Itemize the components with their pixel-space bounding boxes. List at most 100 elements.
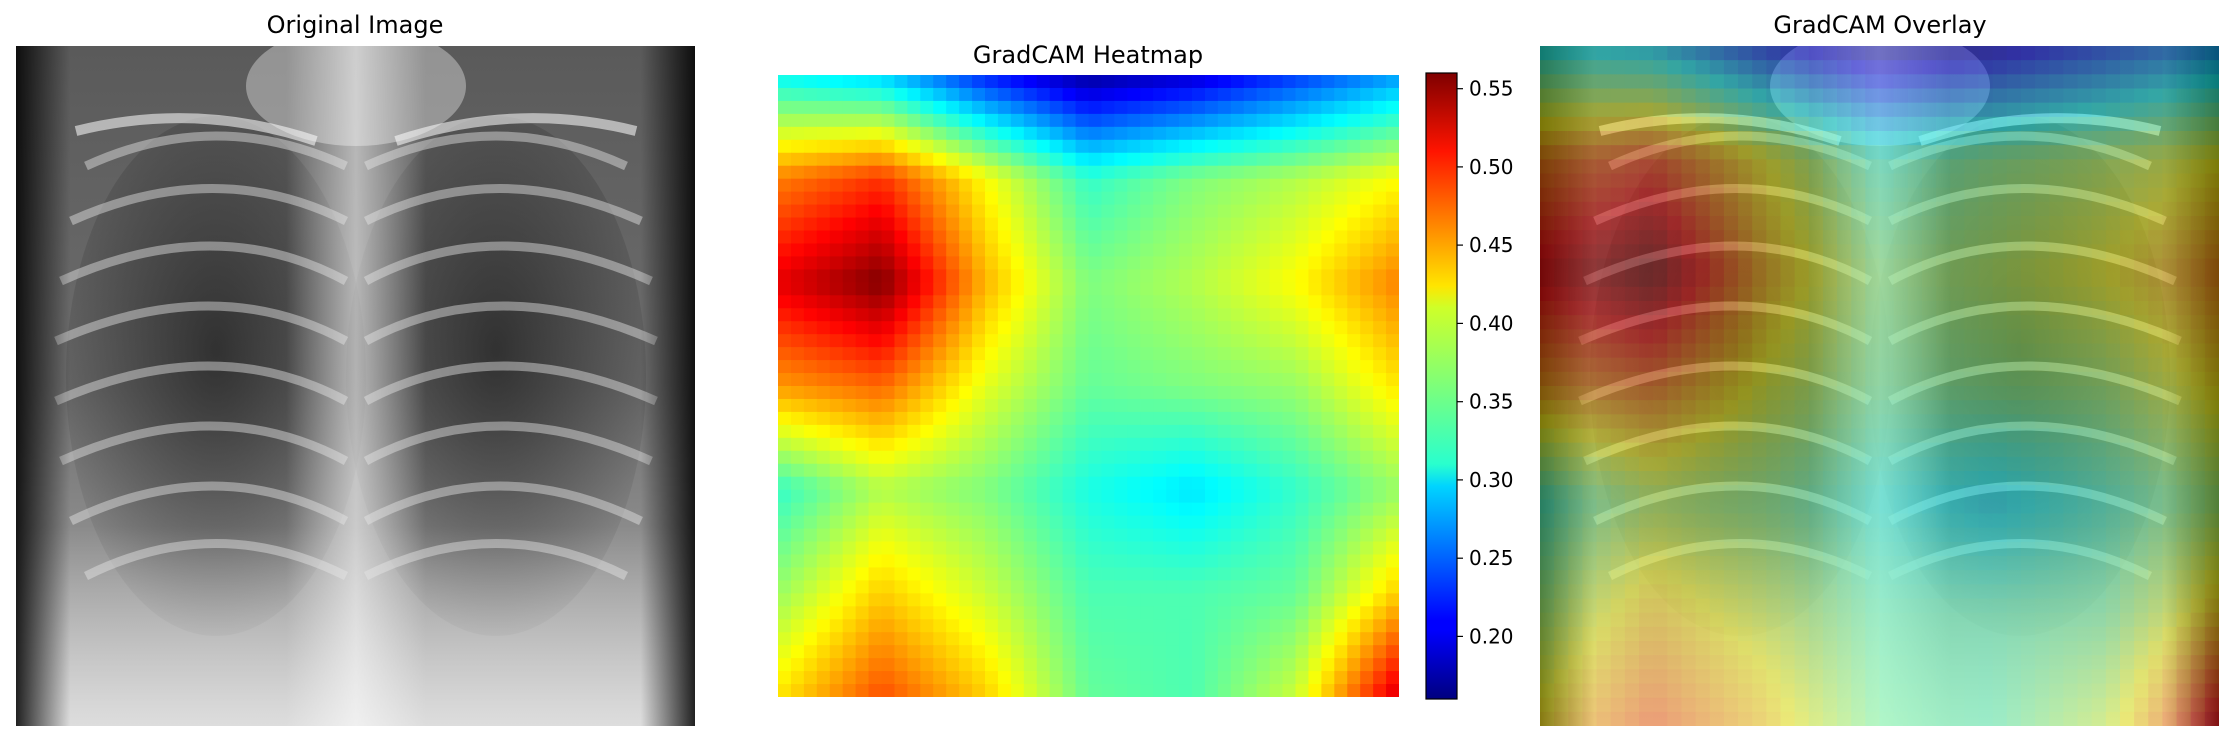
heatmap-cell	[816, 463, 831, 478]
overlay-cell	[2035, 414, 2050, 430]
heatmap-cell	[829, 113, 844, 128]
heatmap-cell	[1179, 178, 1193, 193]
overlay-cell	[1695, 173, 1711, 189]
heatmap-cell	[959, 152, 973, 167]
heatmap-cell	[1166, 502, 1180, 517]
heatmap-cell	[1166, 152, 1180, 167]
overlay-cell	[2134, 527, 2149, 543]
overlay-cell	[1794, 641, 1810, 656]
heatmap-cell	[1153, 437, 1167, 452]
overlay-cell	[1738, 428, 1753, 444]
overlay-cell	[1851, 244, 1866, 260]
heatmap-cell	[829, 541, 844, 556]
heatmap-cell	[1321, 671, 1335, 685]
overlay-heat-layer	[1540, 46, 2219, 726]
heatmap-cell	[1166, 321, 1180, 335]
heatmap-cell	[1295, 347, 1310, 361]
heatmap-cell	[985, 282, 999, 296]
overlay-cell	[1540, 612, 1555, 628]
overlay-cell	[2204, 46, 2219, 61]
heatmap-cell	[1230, 269, 1245, 283]
overlay-cell	[1865, 442, 1881, 458]
heatmap-cell	[790, 398, 805, 413]
overlay-cell	[1837, 386, 1852, 401]
overlay-cell	[1540, 527, 1555, 543]
overlay-cell	[1667, 272, 1683, 288]
heatmap-cell	[1140, 632, 1154, 646]
overlay-cell	[1978, 527, 1994, 543]
overlay-cell	[2049, 102, 2064, 118]
overlay-cell	[1610, 442, 1626, 458]
overlay-cell	[1992, 471, 2008, 486]
overlay-cell	[2077, 669, 2093, 685]
heatmap-cell	[1308, 230, 1322, 245]
overlay-cell	[1893, 357, 1909, 373]
overlay-cell	[2119, 131, 2135, 146]
heatmap-cell	[1269, 204, 1284, 219]
heatmap-cell	[985, 360, 999, 374]
overlay-cell	[1582, 74, 1598, 90]
overlay-cell	[1921, 131, 1937, 146]
overlay-cell	[1879, 400, 1895, 415]
overlay-cell	[1738, 655, 1753, 670]
overlay-cell	[1624, 428, 1640, 444]
overlay-cell	[2077, 145, 2093, 160]
overlay-cell	[2006, 357, 2022, 373]
heatmap-cell	[803, 489, 818, 504]
heatmap-cell	[946, 671, 960, 685]
heatmap-cell	[1243, 282, 1258, 296]
heatmap-cell	[1010, 489, 1025, 504]
overlay-cell	[2049, 541, 2064, 557]
overlay-cell	[1738, 60, 1753, 75]
heatmap-cell	[1088, 75, 1103, 89]
overlay-cell	[1794, 88, 1810, 104]
overlay-cell	[1851, 201, 1866, 217]
heatmap-cell	[1347, 321, 1361, 335]
heatmap-cell	[816, 515, 831, 530]
overlay-cell	[1568, 626, 1584, 642]
heatmap-cell	[1075, 87, 1090, 102]
overlay-cell	[1582, 116, 1598, 132]
overlay-cell	[1822, 626, 1838, 642]
heatmap-cell	[1062, 386, 1077, 400]
overlay-cell	[1596, 386, 1612, 401]
overlay-cell	[2190, 711, 2206, 726]
overlay-cell	[1582, 187, 1598, 203]
heatmap-cell	[1140, 606, 1154, 620]
heatmap-cell	[1230, 243, 1245, 258]
heatmap-cell	[1295, 580, 1310, 594]
heatmap-cell	[1269, 645, 1284, 659]
overlay-cell	[2020, 655, 2036, 670]
overlay-cell	[2176, 711, 2192, 726]
heatmap-cell	[1101, 398, 1115, 413]
overlay-cell	[1921, 371, 1937, 387]
heatmap-cell	[1114, 386, 1128, 400]
heatmap-cell	[778, 567, 792, 581]
heatmap-cell	[1036, 87, 1051, 102]
heatmap-cell	[1373, 463, 1387, 478]
overlay-cell	[1921, 74, 1937, 90]
overlay-cell	[1709, 626, 1725, 642]
heatmap-cell	[1386, 256, 1399, 270]
heatmap-cell	[1295, 152, 1310, 167]
heatmap-cell	[1256, 632, 1271, 646]
overlay-cell	[1723, 145, 1739, 160]
overlay-cell	[1766, 244, 1782, 260]
heatmap-cell	[1166, 398, 1180, 413]
heatmap-cell	[920, 437, 934, 452]
heatmap-cell	[1140, 658, 1154, 672]
overlay-cell	[1695, 683, 1711, 699]
overlay-cell	[2077, 216, 2093, 231]
overlay-cell	[1879, 442, 1895, 458]
heatmap-cell	[1308, 671, 1322, 685]
overlay-cell	[1879, 315, 1895, 330]
overlay-cell	[1851, 626, 1866, 642]
overlay-cell	[1766, 683, 1782, 699]
overlay-cell	[1554, 541, 1569, 557]
overlay-cell	[1653, 683, 1668, 699]
heatmap-cell	[1295, 528, 1310, 543]
overlay-cell	[1808, 683, 1824, 699]
overlay-cell	[1837, 102, 1852, 118]
heatmap-cell	[1360, 476, 1374, 491]
heatmap-cell	[1360, 658, 1374, 672]
